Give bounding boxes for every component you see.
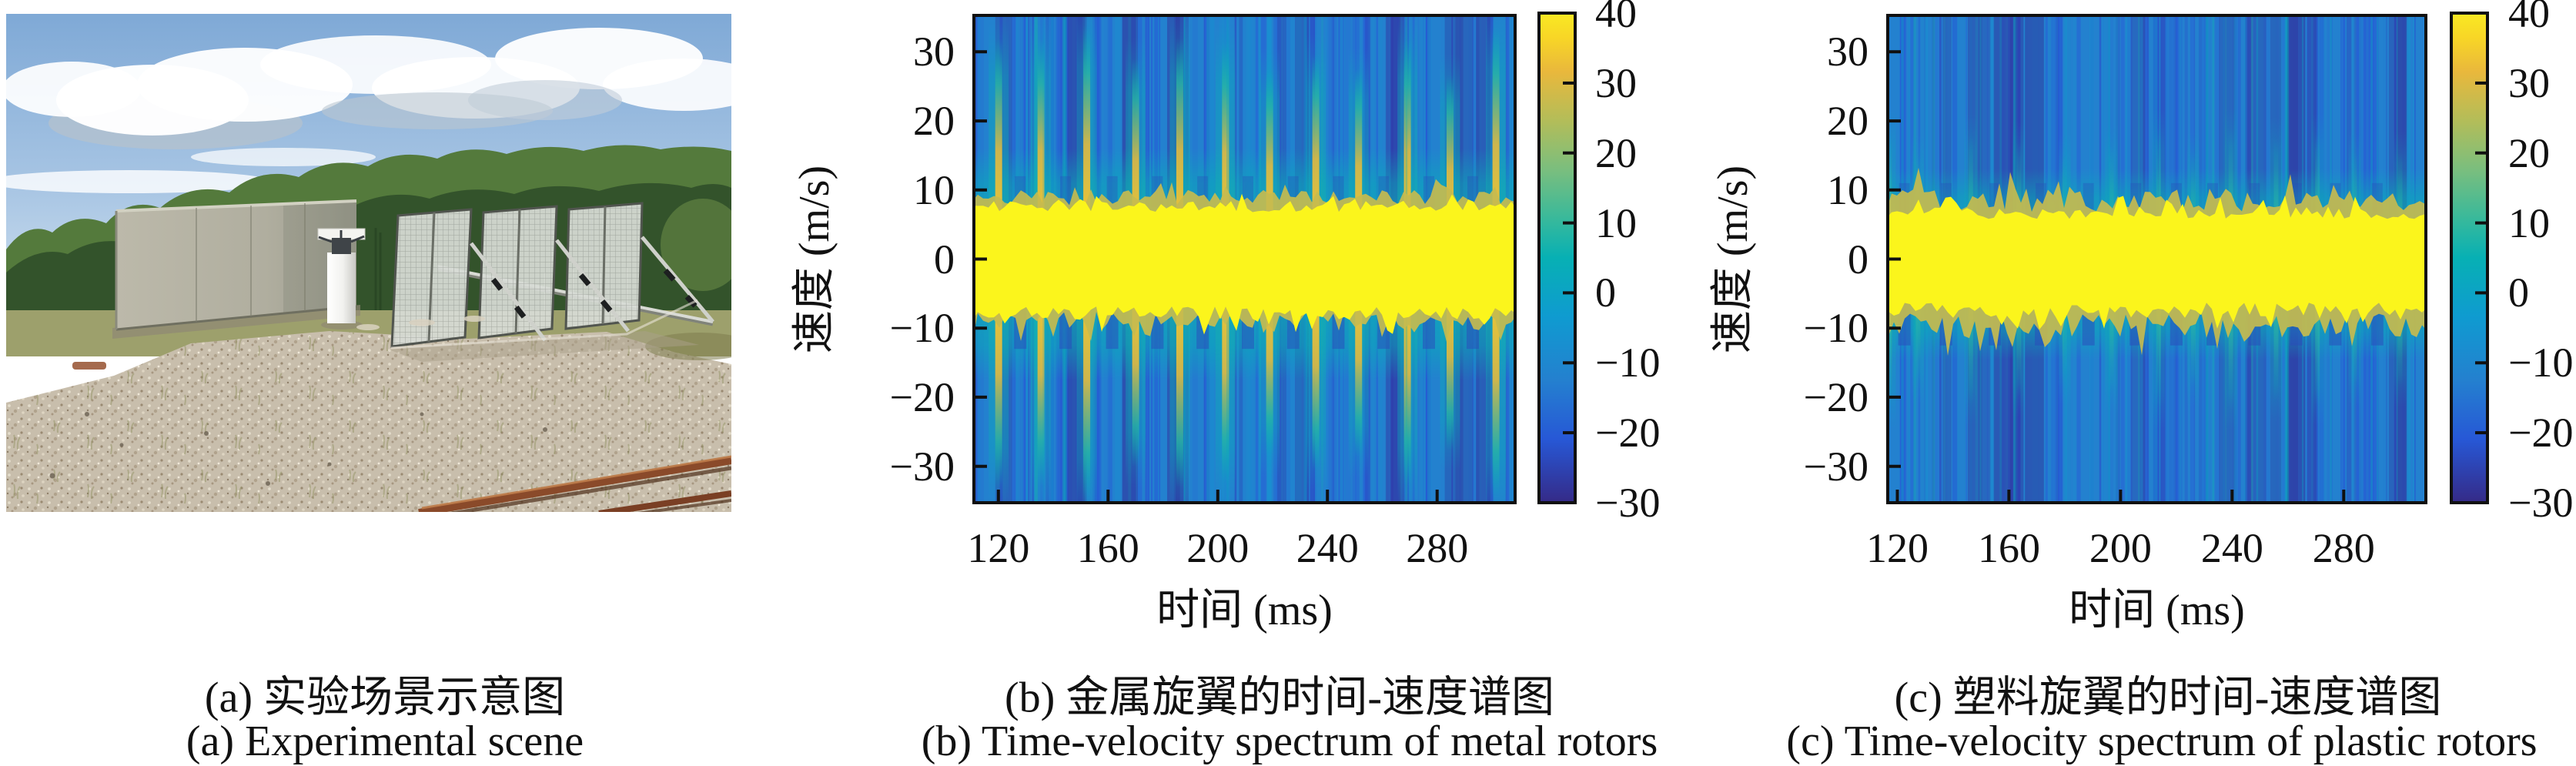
y-tick-label: −20 bbox=[889, 373, 955, 420]
brace-clamps bbox=[490, 269, 698, 319]
mesh-panel bbox=[390, 208, 473, 348]
mesh-screens bbox=[356, 202, 714, 362]
caption-a-zh: (a) 实验场景示意图 bbox=[204, 674, 566, 722]
x-axis-label: 时间 (ms) bbox=[1156, 587, 1333, 634]
colorbar-tick-label: −30 bbox=[1595, 480, 1661, 526]
experiment-photo bbox=[6, 14, 731, 512]
y-tick-label: 10 bbox=[1827, 166, 1868, 213]
rail-track bbox=[418, 455, 731, 512]
colorbar-tick-label: 40 bbox=[2508, 0, 2550, 36]
x-tick-label: 240 bbox=[2200, 525, 2263, 571]
concrete-wall bbox=[112, 199, 360, 339]
x-tick-label: 240 bbox=[1296, 525, 1359, 571]
x-tick-label: 160 bbox=[1076, 525, 1139, 571]
y-tick-label: −10 bbox=[889, 305, 955, 352]
y-tick-label: 30 bbox=[1827, 28, 1868, 75]
colorbar-tick-label: 20 bbox=[2508, 129, 2550, 176]
colorbar-tick-label: 30 bbox=[2508, 59, 2550, 106]
colorbar-tick-label: 0 bbox=[1595, 269, 1616, 316]
y-tick-label: 20 bbox=[913, 98, 955, 145]
y-tick-label: 20 bbox=[1827, 98, 1868, 145]
colorbar-tick-label: −20 bbox=[1595, 410, 1661, 457]
colorbar-tick-label: −10 bbox=[2508, 340, 2574, 386]
y-tick-label: 30 bbox=[913, 28, 955, 75]
caption-b-zh: (b) 金属旋翼的时间-速度谱图 bbox=[1005, 674, 1554, 722]
x-tick-label: 200 bbox=[2089, 525, 2152, 571]
caption-a-en: (a) Experimental scene bbox=[186, 717, 584, 765]
colorbar-plastic bbox=[2450, 12, 2489, 504]
x-tick-label: 120 bbox=[967, 525, 1030, 571]
colorbar-tick-label: −30 bbox=[2508, 480, 2574, 526]
colorbar-tick-label: 30 bbox=[1595, 59, 1637, 106]
y-tick-label: 0 bbox=[1848, 236, 1868, 283]
y-tick-label: 0 bbox=[934, 236, 955, 283]
gravel-grass-tufts bbox=[6, 331, 731, 512]
colorbar-tick-label: 40 bbox=[1595, 0, 1637, 36]
caption-c-zh: (c) 塑料旋翼的时间-速度谱图 bbox=[1894, 674, 2442, 722]
colorbar-tick-label: 0 bbox=[2508, 269, 2529, 316]
colorbar-tick-label: 20 bbox=[1595, 129, 1637, 176]
mesh-panel bbox=[477, 205, 558, 340]
y-tick-label: −30 bbox=[889, 443, 955, 490]
y-tick-label: 10 bbox=[913, 166, 955, 213]
heatmap-plastic-rotors bbox=[1886, 14, 2427, 504]
x-tick-label: 280 bbox=[1406, 525, 1469, 571]
x-tick-label: 120 bbox=[1865, 525, 1929, 571]
colorbar-tick-label: −10 bbox=[1595, 340, 1661, 386]
x-tick-label: 200 bbox=[1186, 525, 1250, 571]
x-tick-label: 280 bbox=[2312, 525, 2375, 571]
colorbar-tick-label: −20 bbox=[2508, 410, 2574, 457]
colorbar-metal bbox=[1537, 12, 1577, 504]
x-axis-label: 时间 (ms) bbox=[2069, 587, 2245, 634]
ground-plates bbox=[356, 316, 485, 330]
caption-c-en: (c) Time-velocity spectrum of plastic ro… bbox=[1786, 717, 2538, 765]
y-axis-label: 速度 (m/s) bbox=[791, 165, 838, 353]
caption-b-en: (b) Time-velocity spectrum of metal roto… bbox=[921, 717, 1658, 765]
colorbar-tick-label: 10 bbox=[1595, 199, 1637, 246]
y-tick-label: −20 bbox=[1803, 373, 1868, 420]
y-tick-label: −10 bbox=[1803, 305, 1868, 352]
mesh-screens-shadow bbox=[389, 331, 699, 362]
ground-marking-line bbox=[390, 299, 698, 350]
diagonal-braces bbox=[470, 236, 714, 342]
ground-debris bbox=[49, 362, 547, 486]
y-tick-label: −30 bbox=[1803, 443, 1868, 490]
colorbar-tick-label: 10 bbox=[2508, 199, 2550, 246]
heatmap-metal-rotors bbox=[972, 14, 1517, 504]
white-cylinder-pedestal bbox=[317, 228, 366, 329]
mesh-panel bbox=[564, 202, 644, 330]
y-axis-label: 速度 (m/s) bbox=[1709, 165, 1757, 353]
x-tick-label: 160 bbox=[1977, 525, 2040, 571]
